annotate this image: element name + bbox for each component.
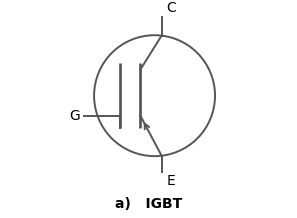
Text: C: C xyxy=(167,2,176,15)
Text: E: E xyxy=(167,174,176,188)
Text: a)   IGBT: a) IGBT xyxy=(115,197,182,211)
Text: G: G xyxy=(69,109,80,123)
